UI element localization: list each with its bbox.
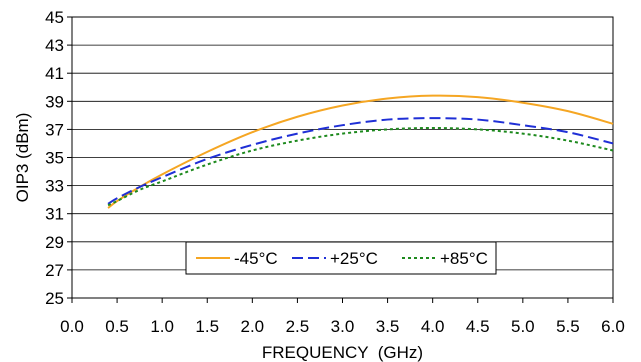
series-layer — [107, 94, 614, 209]
series-line — [107, 126, 614, 207]
y-tick-label: 27 — [45, 261, 64, 280]
legend-label: +85°C — [440, 249, 488, 268]
x-tick-label: 1.5 — [195, 317, 219, 336]
x-tick-label: 1.0 — [150, 317, 174, 336]
x-axis-ticks: 0.0 0.5 1.0 1.5 2.0 2.5 3.0 3.5 4.0 4.5 5.0 5.5 6.0 — [60, 298, 625, 336]
legend-label: -45°C — [234, 249, 278, 268]
x-tick-label: 3.5 — [376, 317, 400, 336]
x-tick-label: 0.5 — [105, 317, 129, 336]
y-tick-label: 43 — [45, 36, 64, 55]
x-axis-label: FREQUENCY (GHz) — [262, 343, 423, 362]
y-tick-label: 35 — [45, 149, 64, 168]
x-tick-label: 2.0 — [241, 317, 265, 336]
x-tick-label: 5.5 — [556, 317, 580, 336]
y-axis-label: OIP3 (dBm) — [13, 113, 32, 203]
grid-lines — [72, 44, 613, 271]
y-tick-label: 39 — [45, 92, 64, 111]
x-tick-label: 5.0 — [511, 317, 535, 336]
y-tick-label: 25 — [45, 289, 64, 308]
y-tick-label: 41 — [45, 64, 64, 83]
legend: -45°C +25°C +85°C — [185, 241, 497, 275]
x-tick-label: 2.5 — [286, 317, 310, 336]
series-line — [107, 117, 614, 205]
series-line — [107, 94, 614, 209]
y-tick-label: 29 — [45, 233, 64, 252]
x-tick-label: 4.0 — [421, 317, 445, 336]
y-tick-label: 45 — [45, 8, 64, 27]
y-tick-label: 33 — [45, 177, 64, 196]
legend-box — [185, 241, 497, 275]
x-tick-label: 3.0 — [331, 317, 355, 336]
x-tick-label: 0.0 — [60, 317, 84, 336]
x-tick-label: 4.5 — [466, 317, 490, 336]
y-tick-label: 37 — [45, 120, 64, 139]
y-axis-ticks: 25 27 29 31 33 35 37 39 41 43 45 — [45, 8, 72, 308]
x-tick-label: 6.0 — [601, 317, 625, 336]
legend-label: +25°C — [330, 249, 378, 268]
y-tick-label: 31 — [45, 205, 64, 224]
